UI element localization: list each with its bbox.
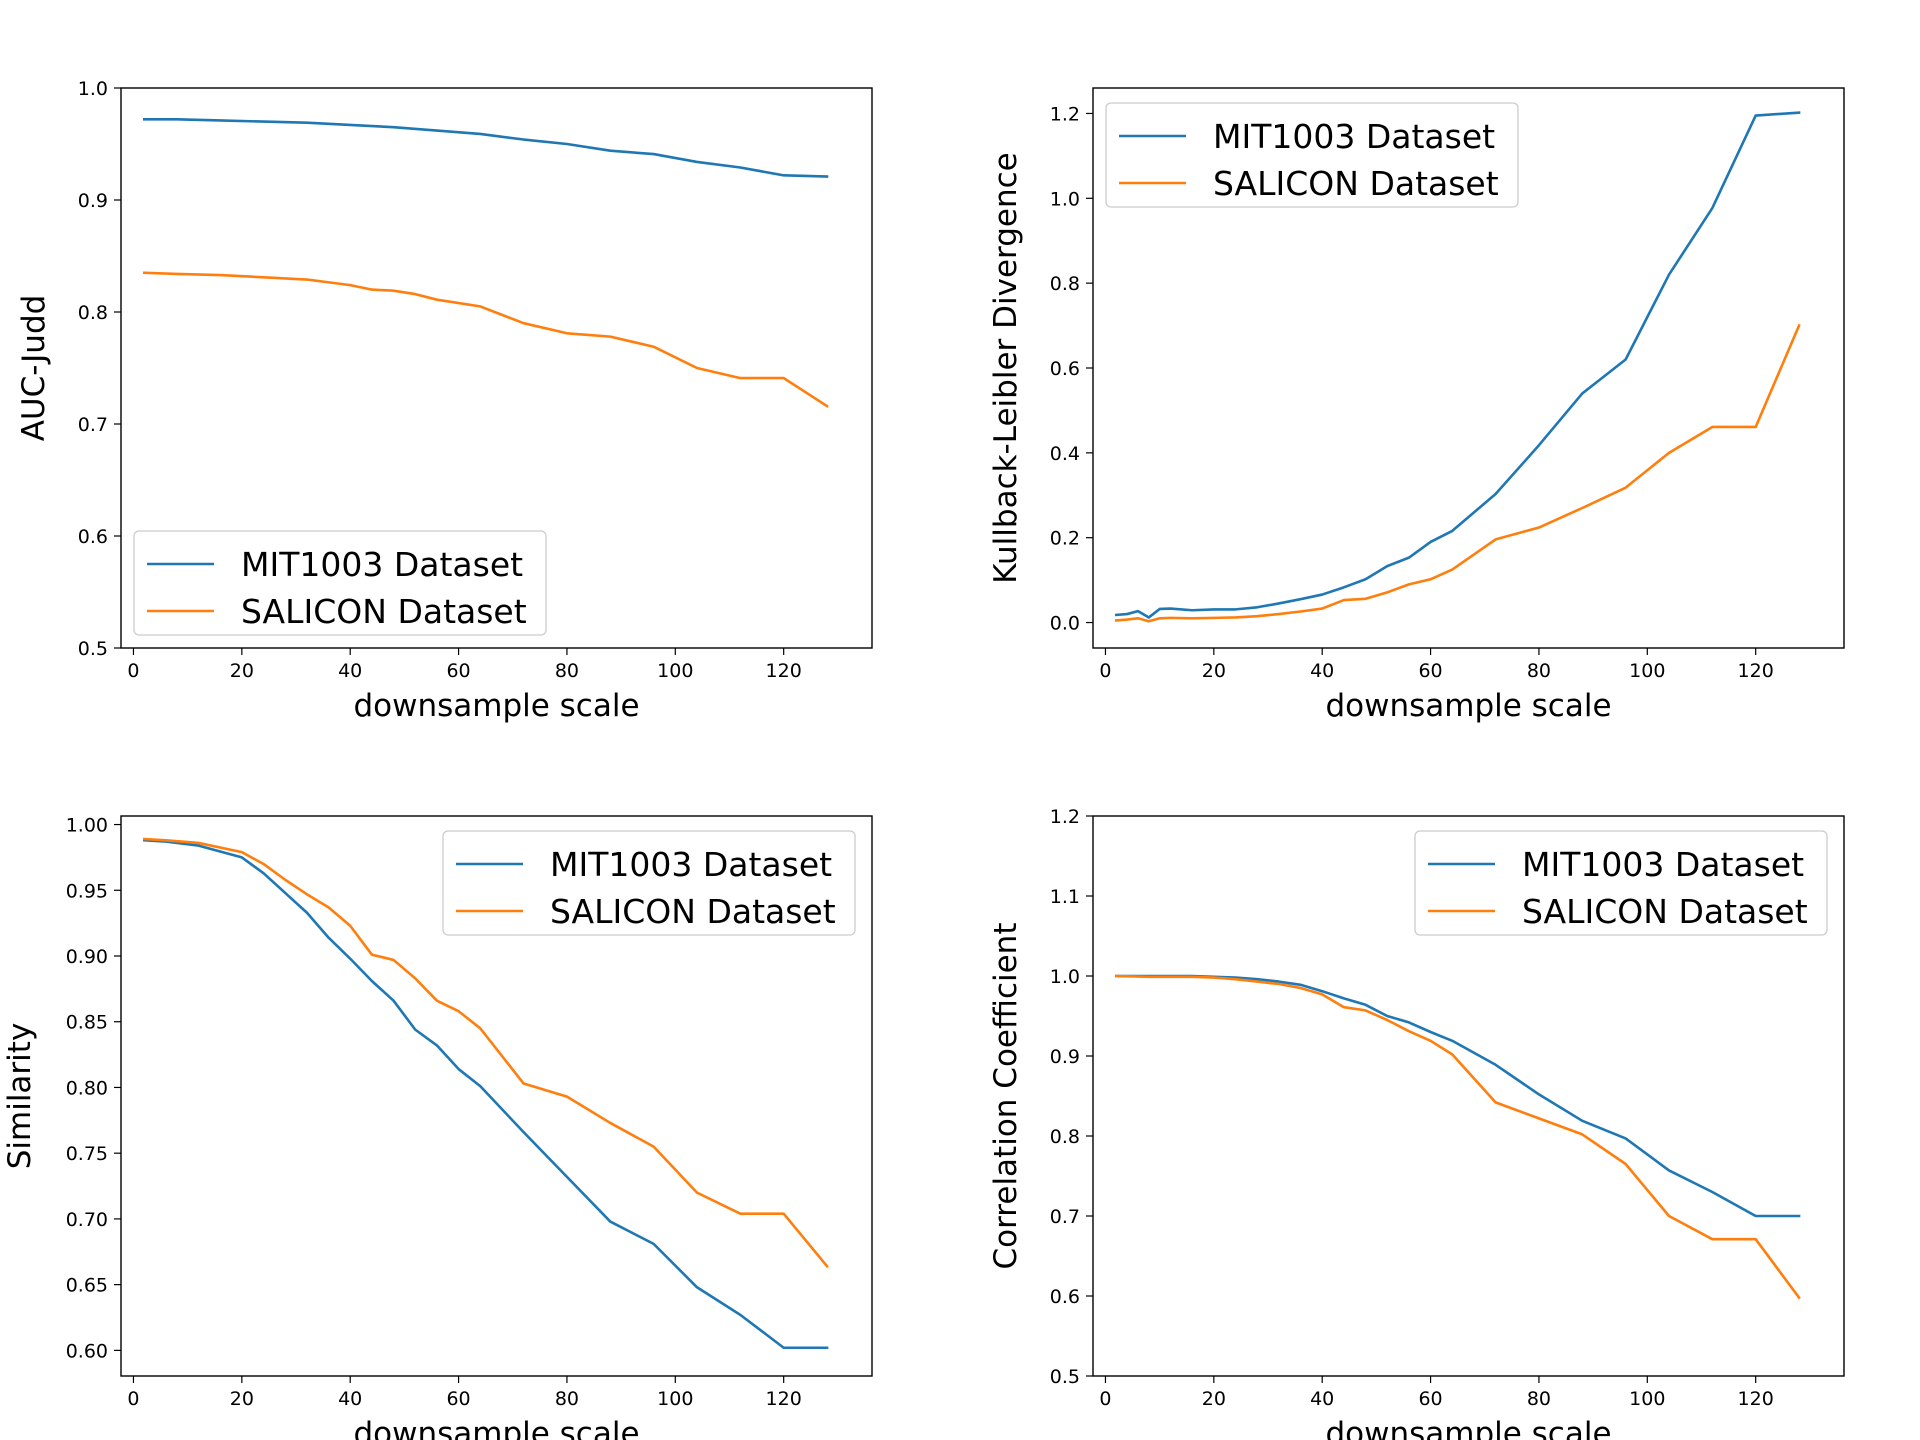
axes-frame bbox=[120, 815, 873, 1377]
y-tick-label: 0.60 bbox=[66, 1340, 108, 1362]
legend-label-mit1003: MIT1003 Dataset bbox=[1522, 845, 1804, 884]
x-tick-label: 120 bbox=[766, 660, 802, 682]
series-line-salicon bbox=[142, 837, 829, 1269]
x-tick-label: 80 bbox=[1527, 1388, 1551, 1410]
y-tick-label: 0.2 bbox=[1050, 528, 1080, 550]
y-axis-label: Kullback-Leibler Divergence bbox=[988, 152, 1024, 584]
y-axis-label: AUC-Judd bbox=[16, 295, 52, 442]
x-tick-label: 40 bbox=[1310, 1388, 1334, 1410]
y-tick-label: 0.7 bbox=[1050, 1206, 1080, 1228]
x-axis-label: downsample scale bbox=[1325, 688, 1611, 724]
y-tick-label: 1.00 bbox=[66, 815, 108, 837]
y-tick-label: 0.9 bbox=[1050, 1046, 1080, 1068]
series-line-mit1003 bbox=[142, 838, 829, 1350]
legend-label-salicon: SALICON Dataset bbox=[1213, 164, 1499, 203]
legend-box bbox=[1105, 102, 1519, 208]
y-tick-label: 1.2 bbox=[1050, 806, 1080, 828]
x-tick-label: 100 bbox=[1629, 1388, 1665, 1410]
legend-box bbox=[133, 530, 547, 636]
y-tick-label: 0.8 bbox=[1050, 1126, 1080, 1148]
x-axis-label: downsample scale bbox=[353, 688, 639, 724]
y-tick-label: 0.75 bbox=[66, 1143, 108, 1165]
x-tick-label: 120 bbox=[1738, 1388, 1774, 1410]
y-axis-label: Similarity bbox=[2, 1023, 38, 1170]
x-tick-label: 40 bbox=[338, 660, 362, 682]
x-tick-label: 100 bbox=[657, 660, 693, 682]
y-tick-label: 0.8 bbox=[78, 302, 108, 324]
y-tick-label: 0.65 bbox=[66, 1275, 108, 1297]
series-line-salicon bbox=[1114, 323, 1801, 623]
x-tick-label: 20 bbox=[1202, 660, 1226, 682]
y-tick-label: 0.4 bbox=[1050, 443, 1080, 465]
y-tick-label: 0.6 bbox=[78, 526, 108, 548]
y-tick-label: 0.6 bbox=[1050, 1286, 1080, 1308]
x-tick-label: 60 bbox=[1418, 660, 1442, 682]
y-tick-label: 0.90 bbox=[66, 946, 108, 968]
y-tick-label: 1.2 bbox=[1050, 103, 1080, 125]
x-tick-label: 60 bbox=[446, 660, 470, 682]
series-line-salicon bbox=[142, 271, 829, 408]
y-tick-label: 0.7 bbox=[78, 414, 108, 436]
legend-label-salicon: SALICON Dataset bbox=[1522, 892, 1808, 931]
x-tick-label: 60 bbox=[1418, 1388, 1442, 1410]
chart-panel-3: 0 20 40 60 80 100 120 0.60 0.65 0.70 0.75 0.80 0.85 0… bbox=[2, 815, 873, 1440]
y-tick-label: 0.70 bbox=[66, 1209, 108, 1231]
x-tick-label: 40 bbox=[1310, 660, 1334, 682]
y-tick-label: 0.9 bbox=[78, 190, 108, 212]
x-axis-label: downsample scale bbox=[353, 1416, 639, 1440]
x-tick-label: 100 bbox=[1629, 660, 1665, 682]
x-tick-label: 20 bbox=[230, 660, 254, 682]
x-tick-label: 40 bbox=[338, 1388, 362, 1410]
chart-panel-2: 0 20 40 60 80 100 120 0.0 0.2 0.4 0.6 0.8 1.0 1.2 down… bbox=[988, 87, 1845, 724]
axes-frame bbox=[120, 87, 873, 649]
legend-label-mit1003: MIT1003 Dataset bbox=[1213, 117, 1495, 156]
x-tick-label: 20 bbox=[230, 1388, 254, 1410]
x-tick-label: 0 bbox=[127, 660, 139, 682]
x-tick-label: 0 bbox=[1099, 660, 1111, 682]
y-tick-label: 0.95 bbox=[66, 880, 108, 902]
x-tick-label: 80 bbox=[1527, 660, 1551, 682]
y-tick-label: 1.0 bbox=[1050, 966, 1080, 988]
series-line-mit1003 bbox=[1115, 974, 1801, 1218]
legend-label-salicon: SALICON Dataset bbox=[241, 592, 527, 631]
y-tick-label: 1.0 bbox=[78, 78, 108, 100]
x-tick-label: 60 bbox=[446, 1388, 470, 1410]
legend-box bbox=[1414, 830, 1828, 936]
y-tick-label: 0.0 bbox=[1050, 613, 1080, 635]
y-tick-label: 0.8 bbox=[1050, 273, 1080, 295]
legend: MIT1003 Dataset SALICON Dataset bbox=[1414, 830, 1828, 936]
x-tick-label: 120 bbox=[766, 1388, 802, 1410]
legend: MIT1003 Dataset SALICON Dataset bbox=[1105, 102, 1519, 208]
chart-panel-1: 0 20 40 60 80 100 120 0.5 0.6 0.7 0.8 0.9 1.0 downsam… bbox=[16, 78, 873, 724]
series-line-salicon bbox=[1114, 974, 1801, 1300]
y-tick-label: 0.6 bbox=[1050, 358, 1080, 380]
legend-box bbox=[442, 830, 856, 936]
x-tick-label: 0 bbox=[1099, 1388, 1111, 1410]
chart-panel-4: 0 20 40 60 80 100 120 0.5 0.6 0.7 0.8 0.9 1.0 1.1 1.2 d… bbox=[988, 806, 1845, 1440]
y-tick-label: 0.85 bbox=[66, 1012, 108, 1034]
legend-label-salicon: SALICON Dataset bbox=[550, 892, 836, 931]
legend-label-mit1003: MIT1003 Dataset bbox=[241, 545, 523, 584]
x-axis-label: downsample scale bbox=[1325, 1416, 1611, 1440]
x-tick-label: 0 bbox=[127, 1388, 139, 1410]
axes-frame bbox=[1092, 815, 1845, 1377]
y-tick-label: 1.0 bbox=[1050, 188, 1080, 210]
y-tick-label: 1.1 bbox=[1050, 886, 1080, 908]
x-tick-label: 20 bbox=[1202, 1388, 1226, 1410]
legend: MIT1003 Dataset SALICON Dataset bbox=[442, 830, 856, 936]
legend-label-mit1003: MIT1003 Dataset bbox=[550, 845, 832, 884]
series-line-mit1003 bbox=[1114, 111, 1801, 619]
x-tick-label: 100 bbox=[657, 1388, 693, 1410]
y-tick-label: 0.5 bbox=[78, 638, 108, 660]
x-tick-label: 80 bbox=[555, 1388, 579, 1410]
x-tick-label: 80 bbox=[555, 660, 579, 682]
y-tick-label: 0.80 bbox=[66, 1077, 108, 1099]
series-line-mit1003 bbox=[143, 118, 829, 178]
x-tick-label: 120 bbox=[1738, 660, 1774, 682]
y-tick-label: 0.5 bbox=[1050, 1366, 1080, 1388]
y-axis-label: Correlation Coefficient bbox=[988, 923, 1024, 1270]
legend: MIT1003 Dataset SALICON Dataset bbox=[133, 530, 547, 636]
